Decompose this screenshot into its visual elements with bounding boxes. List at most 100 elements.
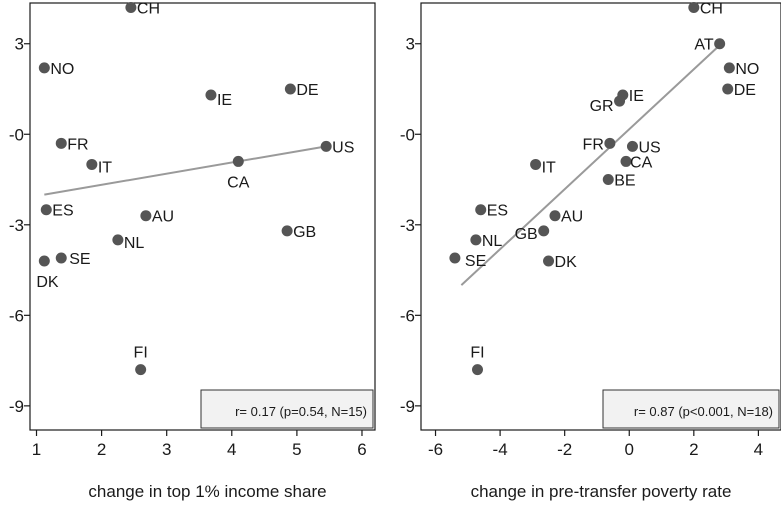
point-label-it: IT (542, 159, 556, 176)
point-label-be: BE (614, 173, 635, 190)
x-tick-label: 1 (32, 440, 41, 459)
x-tick-label: 6 (357, 440, 366, 459)
point-label-ca: CA (227, 174, 250, 191)
correlation-box (200, 389, 374, 429)
data-point-ch (125, 2, 137, 14)
data-point-gb (538, 225, 550, 237)
x-tick-label: -6 (428, 440, 443, 459)
x-tick-label: 5 (292, 440, 301, 459)
data-point-gb (281, 225, 293, 237)
data-point-ie (205, 89, 217, 101)
x-tick-label: 2 (97, 440, 106, 459)
point-label-es: ES (487, 203, 508, 220)
point-label-no: NO (735, 61, 759, 78)
data-point-fi (135, 364, 147, 376)
data-point-ca (620, 155, 632, 167)
data-point-au (549, 210, 561, 222)
point-label-nl: NL (124, 235, 145, 252)
point-label-fi: FI (134, 345, 148, 362)
y-tick-label: -6 (9, 306, 24, 325)
y-tick-label: -9 (400, 397, 415, 416)
data-point-us (626, 140, 638, 152)
y-tick-label: 3 (15, 35, 24, 54)
point-label-us: US (638, 139, 660, 156)
data-point-de (722, 83, 734, 95)
y-tick-label: 3 (406, 35, 415, 54)
point-label-de: DE (734, 82, 756, 99)
data-point-se (449, 252, 461, 264)
point-label-ie: IE (217, 92, 232, 109)
data-point-fi (472, 364, 484, 376)
data-point-at (714, 38, 726, 50)
trend-line (460, 43, 722, 286)
y-tick-label: -3 (400, 216, 415, 235)
data-point-fr (604, 137, 616, 149)
data-point-ch (688, 2, 700, 14)
data-point-no (38, 62, 50, 74)
x-tick-label: -4 (493, 440, 508, 459)
point-label-nl: NL (482, 233, 503, 250)
x-tick-label: 3 (162, 440, 171, 459)
data-point-be (602, 174, 614, 186)
plot-frame (420, 2, 781, 431)
point-label-gb: GB (515, 226, 538, 243)
data-point-dk (38, 255, 50, 267)
point-label-dk: DK (36, 274, 59, 291)
point-label-dk: DK (555, 254, 578, 271)
point-label-au: AU (152, 209, 174, 226)
y-tick-label: -0 (9, 125, 24, 144)
data-point-au (140, 210, 152, 222)
data-point-se (55, 252, 67, 264)
point-label-ie: IE (629, 88, 644, 105)
point-label-ch: CH (137, 1, 160, 18)
point-label-fr: FR (583, 136, 604, 153)
data-point-us (320, 140, 332, 152)
x-axis-label: change in pre-transfer poverty rate (471, 482, 732, 501)
point-label-fi: FI (470, 345, 484, 362)
x-tick-label: 0 (625, 440, 634, 459)
data-point-no (723, 62, 735, 74)
point-label-ch: CH (700, 1, 723, 18)
data-point-it (86, 158, 98, 170)
x-axis-label: change in top 1% income share (88, 482, 326, 501)
data-point-dk (543, 255, 555, 267)
point-label-au: AU (561, 209, 583, 226)
point-label-fr: FR (67, 136, 88, 153)
correlation-annotation: r= 0.17 (p=0.54, N=15) (235, 404, 367, 419)
data-point-fr (55, 137, 67, 149)
point-label-no: NO (50, 61, 74, 78)
point-label-gb: GB (293, 224, 316, 241)
plot-frame (29, 2, 376, 431)
data-point-nl (112, 234, 124, 246)
trend-line (44, 145, 327, 196)
data-point-es (475, 204, 487, 216)
y-tick-label: -6 (400, 306, 415, 325)
data-point-gr (614, 95, 626, 107)
left-scatter-panel: 3 -0 -3 -6 -9 1 2 3 4 5 6 change in top 1% income s… (9, 1, 376, 501)
point-label-gr: GR (590, 98, 614, 115)
x-tick-label: -2 (557, 440, 572, 459)
x-tick-label: 2 (689, 440, 698, 459)
point-label-us: US (332, 139, 354, 156)
y-tick-label: -9 (9, 397, 24, 416)
y-tick-label: -0 (400, 125, 415, 144)
y-tick-label: -3 (9, 216, 24, 235)
data-point-de (284, 83, 296, 95)
data-point-es (40, 204, 52, 216)
point-label-se: SE (69, 251, 90, 268)
point-label-at: AT (694, 37, 713, 54)
point-label-de: DE (296, 82, 318, 99)
x-tick-label: 4 (227, 440, 236, 459)
data-point-nl (470, 234, 482, 246)
point-label-it: IT (98, 159, 112, 176)
point-label-ca: CA (630, 154, 653, 171)
right-scatter-panel: 3 -0 -3 -6 -9 -6 -4 -2 0 2 4 change in pre-transfer… (400, 1, 781, 501)
correlation-annotation: r= 0.87 (p<0.001, N=18) (634, 404, 773, 419)
data-point-it (530, 158, 542, 170)
x-tick-label: 4 (754, 440, 763, 459)
point-label-se: SE (465, 253, 486, 270)
data-point-ca (232, 155, 244, 167)
correlation-box (602, 389, 780, 429)
point-label-es: ES (52, 203, 73, 220)
